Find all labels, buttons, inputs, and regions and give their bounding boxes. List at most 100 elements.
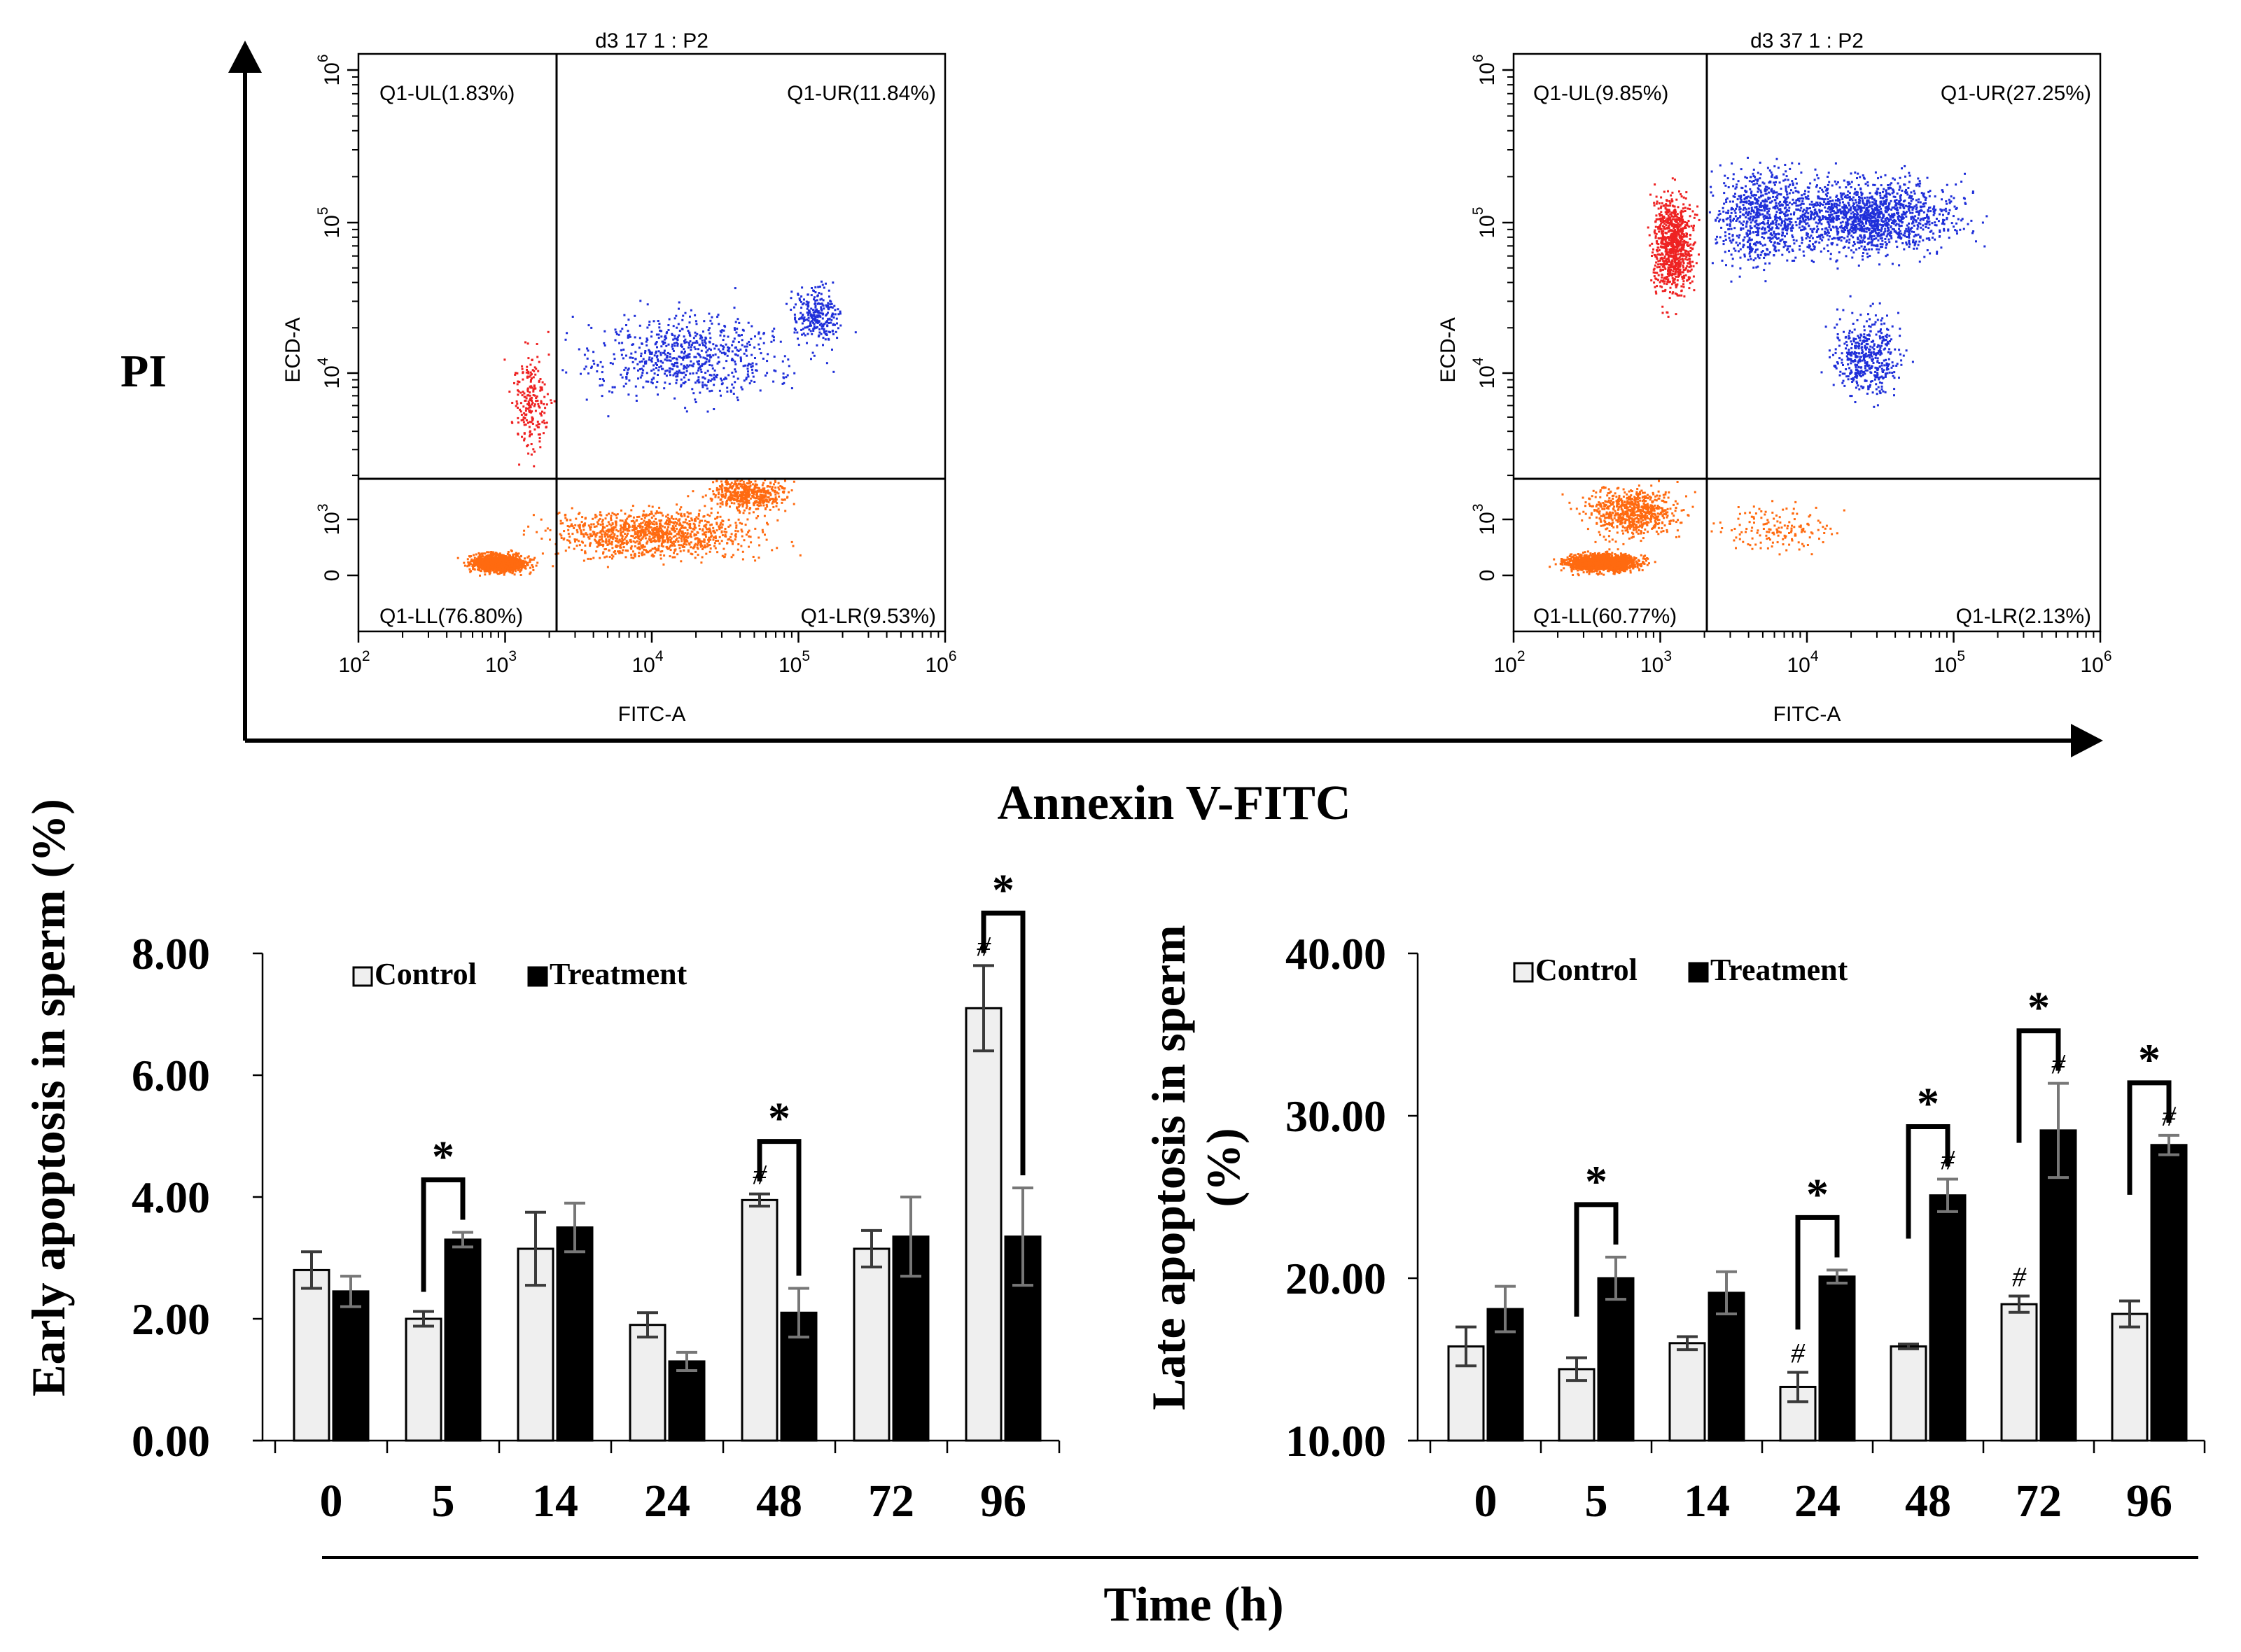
flow-event-dot <box>766 504 768 506</box>
flow-event-dot <box>672 556 674 559</box>
flow-event-dot <box>657 369 659 371</box>
flow-event-dot <box>627 318 629 321</box>
flow-event-dot <box>808 301 810 303</box>
flow-y-tick-label: 0 <box>321 570 344 582</box>
flow-event-dot <box>503 565 505 567</box>
flow-event-dot <box>548 354 550 356</box>
flow-event-dot <box>827 312 829 314</box>
flow-event-dot <box>743 353 746 355</box>
flow-event-dot <box>776 491 778 493</box>
flow-event-dot <box>706 521 708 523</box>
flow-event-dot <box>722 501 724 503</box>
flow-event-dot <box>610 517 612 519</box>
flow-event-dot <box>736 318 739 320</box>
flow-event-dot <box>646 540 648 542</box>
flow-event-dot <box>743 539 746 541</box>
flow-event-dot <box>746 533 748 536</box>
flow-event-dot <box>634 541 636 543</box>
flow-event-dot <box>531 433 533 435</box>
flow-event-dot <box>734 530 736 532</box>
flow-event-dot <box>682 359 684 361</box>
flow-event-dot <box>748 375 750 377</box>
flow-event-dot <box>783 377 785 379</box>
flow-event-dot <box>587 358 589 360</box>
flow-event-dot <box>743 346 746 348</box>
flow-event-dot <box>664 358 666 360</box>
flow-event-dot <box>540 519 543 521</box>
flow-event-dot <box>541 411 543 413</box>
flow-event-dot <box>742 329 744 331</box>
flow-event-dot <box>764 515 766 517</box>
flow-event-dot <box>823 307 825 309</box>
flow-event-dot <box>619 539 621 541</box>
flow-event-dot <box>625 383 627 385</box>
flow-event-dot <box>731 384 733 386</box>
flow-event-dot <box>632 525 634 527</box>
flow-event-dot <box>694 314 696 316</box>
flow-event-dot <box>740 500 742 503</box>
flow-event-dot <box>766 500 768 503</box>
flow-event-dot <box>632 557 634 559</box>
flow-event-dot <box>595 550 597 552</box>
flow-event-dot <box>539 433 541 435</box>
flow-event-dot <box>773 328 775 330</box>
flow-event-dot <box>678 544 680 546</box>
flow-event-dot <box>681 319 683 321</box>
flow-event-dot <box>653 521 655 523</box>
flow-event-dot <box>815 320 817 322</box>
flow-event-dot <box>490 551 492 553</box>
flow-event-dot <box>533 376 535 378</box>
flow-event-dot <box>480 560 482 562</box>
flow-event-dot <box>751 380 753 382</box>
flow-event-dot <box>547 393 549 396</box>
flow-event-dot <box>635 536 637 538</box>
flow-event-dot <box>603 556 606 559</box>
flow-event-dot <box>770 341 772 343</box>
flow-event-dot <box>615 340 617 342</box>
flow-event-dot <box>680 540 683 542</box>
flow-event-dot <box>625 378 627 380</box>
flow-event-dot <box>659 540 661 542</box>
flow-event-dot <box>668 329 670 331</box>
flow-event-dot <box>643 510 645 512</box>
flow-event-dot <box>621 354 623 356</box>
flow-event-dot <box>821 281 823 283</box>
flow-event-dot <box>713 384 715 386</box>
flow-event-dot <box>601 538 603 540</box>
flow-event-dot <box>528 555 530 557</box>
flow-event-dot <box>572 525 574 527</box>
flow-event-dot <box>646 337 648 340</box>
flow-event-dot <box>711 512 713 514</box>
flow-event-dot <box>783 488 786 490</box>
flow-event-dot <box>673 335 676 337</box>
flow-event-dot <box>644 352 646 354</box>
flow-event-dot <box>779 485 781 487</box>
flow-event-dot <box>538 424 540 426</box>
flow-event-dot <box>794 316 796 318</box>
flow-event-dot <box>815 321 817 323</box>
flow-event-dot <box>687 550 690 552</box>
flow-event-dot <box>623 369 625 371</box>
flow-event-dot <box>601 536 603 538</box>
flow-event-dot <box>783 372 785 374</box>
flow-event-dot <box>531 419 533 421</box>
flow-event-dot <box>646 372 648 374</box>
flow-event-dot <box>508 391 510 393</box>
flow-event-dot <box>536 424 538 426</box>
flow-event-dot <box>475 554 477 556</box>
flow-event-dot <box>715 354 717 356</box>
flow-event-dot <box>683 348 685 350</box>
flow-event-dot <box>613 354 615 356</box>
flow-event-dot <box>708 379 710 382</box>
flow-event-dot <box>597 523 599 525</box>
flow-event-dot <box>592 351 594 353</box>
flow-event-dot <box>734 329 736 331</box>
flow-event-dot <box>798 344 800 346</box>
flow-event-dot <box>706 542 708 545</box>
flow-event-dot <box>596 546 599 548</box>
flow-event-dot <box>725 531 727 533</box>
flow-event-dot <box>708 332 711 335</box>
flow-event-dot <box>530 571 532 573</box>
flow-event-dot <box>716 374 718 376</box>
